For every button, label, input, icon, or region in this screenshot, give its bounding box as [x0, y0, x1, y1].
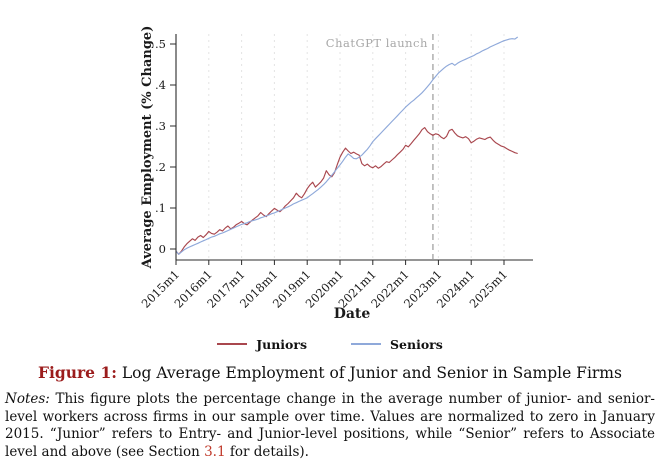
juniors-series-line	[175, 127, 518, 255]
y-tick-label: .5	[155, 37, 166, 51]
y-tick-label: .2	[155, 160, 166, 174]
figure-caption: Figure 1: Log Average Employment of Juni…	[0, 363, 660, 382]
legend-label-seniors: Seniors	[390, 336, 443, 352]
notes-label: Notes:	[5, 391, 50, 407]
x-axis-title: Date	[334, 306, 371, 322]
y-tick-label: .4	[155, 78, 166, 92]
axis-ticks-and-labels: 2015m12016m12017m12018m12019m12020m12021…	[139, 37, 510, 311]
y-tick-label: 0	[159, 242, 166, 256]
seniors-series-line	[175, 36, 519, 255]
vertical-gridlines	[208, 34, 505, 259]
data-series-lines	[175, 36, 519, 255]
y-tick-label: .3	[155, 119, 166, 133]
juniors-line-swatch	[217, 343, 248, 345]
y-axis-title: Average Employment (% Change)	[140, 26, 155, 270]
notes-text-after-link: for details).	[225, 443, 309, 460]
chart-legend: Juniors Seniors	[0, 335, 660, 353]
legend-label-juniors: Juniors	[256, 336, 308, 352]
seniors-line-swatch	[351, 343, 382, 345]
legend-item-juniors: Juniors	[217, 337, 307, 352]
y-tick-label: .1	[155, 201, 166, 215]
figure-notes: Notes: This figure plots the percentage …	[5, 391, 655, 461]
employment-line-chart: ChatGPT launch 2015m12016m12017m12018m12…	[139, 26, 533, 322]
figure-caption-text: Log Average Employment of Junior and Sen…	[116, 364, 622, 382]
legend-item-seniors: Seniors	[351, 337, 443, 352]
chatgpt-launch-label: ChatGPT launch	[326, 36, 428, 50]
chatgpt-launch-annotation: ChatGPT launch	[326, 34, 434, 259]
figure-caption-label: Figure 1:	[38, 363, 117, 382]
notes-text-before-link: This figure plots the percentage change …	[5, 391, 655, 460]
section-3-1-link[interactable]: 3.1	[204, 443, 226, 460]
